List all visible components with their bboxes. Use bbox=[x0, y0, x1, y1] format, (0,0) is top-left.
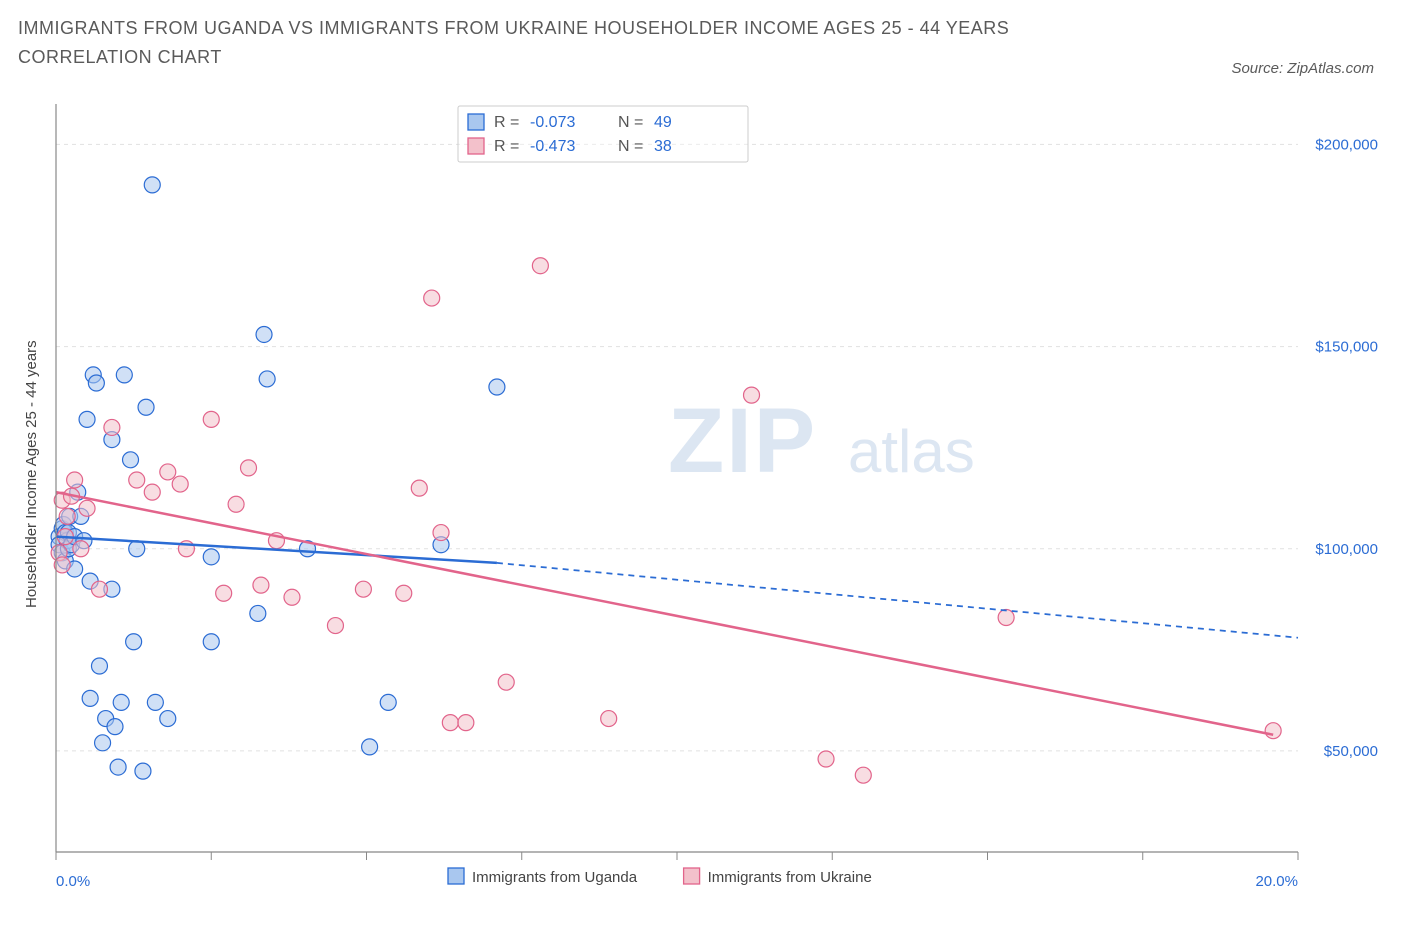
data-point bbox=[123, 452, 139, 468]
legend-swatch bbox=[684, 868, 700, 884]
data-point bbox=[327, 618, 343, 634]
regression-line bbox=[56, 492, 1273, 735]
stats-r-label: R = bbox=[494, 114, 519, 131]
data-point bbox=[498, 674, 514, 690]
chart-title: IMMIGRANTS FROM UGANDA VS IMMIGRANTS FRO… bbox=[18, 14, 1098, 72]
data-point bbox=[532, 258, 548, 274]
data-point bbox=[216, 585, 232, 601]
data-point bbox=[259, 371, 275, 387]
data-point bbox=[82, 690, 98, 706]
data-point bbox=[88, 375, 104, 391]
data-point bbox=[113, 694, 129, 710]
data-point bbox=[160, 464, 176, 480]
data-point bbox=[442, 715, 458, 731]
data-point bbox=[601, 711, 617, 727]
data-point bbox=[458, 715, 474, 731]
source-label: Source: ZipAtlas.com bbox=[1231, 60, 1374, 77]
legend-swatch bbox=[468, 138, 484, 154]
x-tick-label: 20.0% bbox=[1255, 873, 1298, 890]
stats-n-label: N = bbox=[618, 114, 643, 131]
data-point bbox=[355, 581, 371, 597]
data-point bbox=[284, 589, 300, 605]
data-point bbox=[147, 694, 163, 710]
stats-n-label: N = bbox=[618, 138, 643, 155]
data-point bbox=[91, 658, 107, 674]
data-point bbox=[380, 694, 396, 710]
data-point bbox=[203, 634, 219, 650]
data-point bbox=[241, 460, 257, 476]
legend-label: Immigrants from Ukraine bbox=[708, 869, 872, 886]
x-tick-label: 0.0% bbox=[56, 873, 90, 890]
data-point bbox=[424, 290, 440, 306]
stats-r-label: R = bbox=[494, 138, 519, 155]
data-point bbox=[203, 411, 219, 427]
watermark: atlas bbox=[848, 418, 975, 485]
data-point bbox=[1265, 723, 1281, 739]
data-point bbox=[129, 472, 145, 488]
scatter-chart: $50,000 $100,000 $150,000 $200,000 ZIP atlas 0… bbox=[18, 92, 1388, 912]
data-point bbox=[116, 367, 132, 383]
watermark: ZIP bbox=[668, 390, 817, 492]
data-point bbox=[172, 476, 188, 492]
data-point bbox=[91, 581, 107, 597]
data-point bbox=[144, 484, 160, 500]
data-point bbox=[396, 585, 412, 601]
data-point bbox=[362, 739, 378, 755]
regression-line-extrapolated bbox=[497, 563, 1298, 638]
y-tick-label: $200,000 bbox=[1315, 136, 1378, 153]
data-point bbox=[129, 541, 145, 557]
y-tick-label: $50,000 bbox=[1324, 743, 1378, 760]
data-point bbox=[998, 609, 1014, 625]
legend-swatch bbox=[468, 114, 484, 130]
stats-n-value: 49 bbox=[654, 114, 672, 131]
stats-n-value: 38 bbox=[654, 138, 672, 155]
data-point bbox=[203, 549, 219, 565]
legend-label: Immigrants from Uganda bbox=[472, 869, 638, 886]
data-point bbox=[250, 605, 266, 621]
stats-r-value: -0.473 bbox=[530, 138, 575, 155]
data-point bbox=[138, 399, 154, 415]
data-point bbox=[79, 500, 95, 516]
legend-swatch bbox=[448, 868, 464, 884]
data-point bbox=[433, 525, 449, 541]
data-point bbox=[160, 711, 176, 727]
data-point bbox=[411, 480, 427, 496]
y-tick-label: $100,000 bbox=[1315, 541, 1378, 558]
data-point bbox=[489, 379, 505, 395]
data-point bbox=[67, 472, 83, 488]
data-point bbox=[107, 719, 123, 735]
data-point bbox=[855, 767, 871, 783]
data-point bbox=[144, 177, 160, 193]
data-point bbox=[59, 508, 75, 524]
data-point bbox=[54, 557, 70, 573]
data-point bbox=[79, 411, 95, 427]
data-point bbox=[110, 759, 126, 775]
data-point bbox=[818, 751, 834, 767]
y-axis-title: Householder Income Ages 25 - 44 years bbox=[23, 340, 40, 608]
data-point bbox=[256, 326, 272, 342]
data-point bbox=[253, 577, 269, 593]
data-point bbox=[73, 541, 89, 557]
data-point bbox=[95, 735, 111, 751]
data-point bbox=[744, 387, 760, 403]
data-point bbox=[104, 419, 120, 435]
y-tick-label: $150,000 bbox=[1315, 339, 1378, 356]
data-point bbox=[228, 496, 244, 512]
data-point bbox=[126, 634, 142, 650]
data-point bbox=[135, 763, 151, 779]
stats-r-value: -0.073 bbox=[530, 114, 575, 131]
